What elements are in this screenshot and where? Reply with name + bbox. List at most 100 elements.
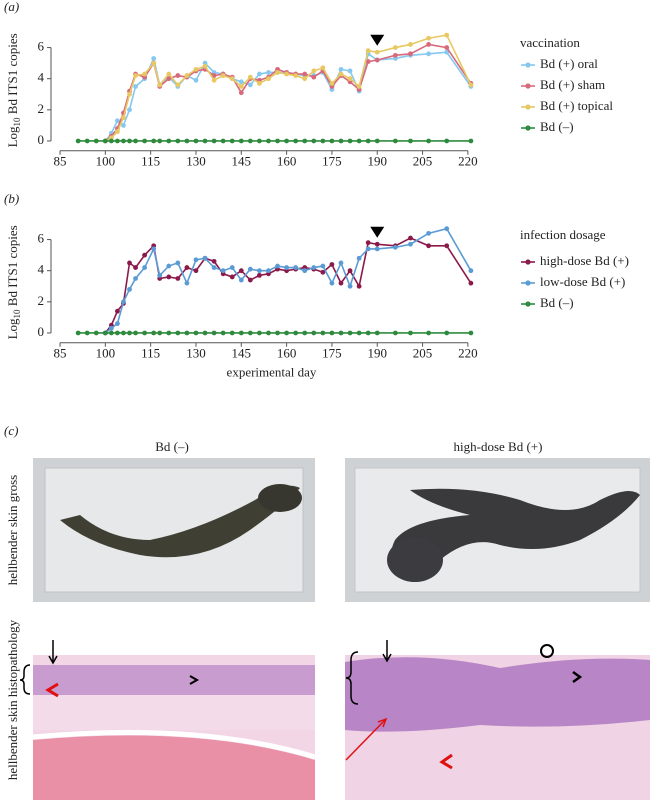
data-point (121, 115, 126, 121)
data-point (468, 330, 474, 336)
data-point (193, 66, 199, 72)
data-point (166, 71, 172, 77)
data-point (426, 35, 431, 41)
data-point (426, 51, 431, 57)
data-point (108, 330, 114, 336)
y-axis-label: Log10 Bd ITS1 copies (5, 225, 22, 339)
column-title: high-dose Bd (+) (454, 439, 543, 454)
data-point (329, 330, 335, 336)
x-tick-label: 100 (96, 154, 116, 169)
data-point (175, 82, 181, 88)
data-point (302, 330, 308, 336)
data-point (365, 59, 371, 64)
data-point (302, 138, 308, 144)
data-point (468, 138, 474, 144)
legend-label: Bd (+) topical (540, 98, 613, 113)
y-tick-label: 2 (38, 293, 45, 308)
data-point (193, 257, 199, 263)
data-point (202, 330, 208, 336)
data-point (142, 252, 148, 258)
data-point (311, 265, 317, 270)
data-point (284, 71, 290, 77)
data-point (127, 260, 132, 266)
y-axis-label-part: Log (5, 318, 20, 339)
annotation-marker (370, 34, 385, 46)
data-point (293, 138, 299, 144)
data-point (392, 330, 398, 336)
data-point (293, 265, 299, 270)
data-point (121, 138, 126, 144)
data-point (184, 138, 190, 144)
data-point (108, 325, 114, 331)
panel-label: (c) (4, 423, 18, 438)
data-point (229, 330, 235, 336)
data-point (408, 330, 413, 336)
data-point (211, 258, 217, 264)
data-point (175, 138, 181, 144)
x-tick-label: 100 (96, 346, 116, 361)
data-point (365, 48, 371, 54)
data-point (238, 84, 244, 89)
data-point (220, 73, 226, 78)
y-axis-label-sub: 10 (12, 309, 22, 319)
data-point (426, 138, 431, 144)
data-point (356, 255, 362, 261)
data-point (302, 71, 308, 77)
data-point (238, 90, 244, 96)
data-point (302, 76, 308, 82)
data-point (166, 330, 172, 336)
data-point (408, 138, 413, 144)
data-point (229, 265, 235, 270)
data-point (175, 276, 181, 281)
data-point (374, 138, 380, 144)
data-point (166, 76, 172, 82)
data-point (347, 76, 353, 82)
data-point (202, 138, 208, 144)
data-point (142, 265, 148, 270)
data-point (426, 230, 431, 236)
legend-swatch-dot (525, 259, 531, 265)
x-tick-label: 85 (54, 346, 67, 361)
data-point (127, 107, 132, 113)
data-point (329, 138, 335, 144)
data-point (142, 138, 148, 144)
data-point (266, 70, 271, 75)
data-point (127, 330, 132, 336)
data-point (115, 308, 120, 314)
data-point (257, 80, 262, 86)
data-point (166, 274, 172, 280)
x-tick-label: 160 (277, 346, 297, 361)
data-point (115, 129, 120, 135)
data-point (202, 255, 208, 261)
data-point (392, 52, 398, 58)
data-point (127, 138, 132, 144)
data-point (311, 74, 317, 80)
data-point (284, 330, 290, 336)
data-point (275, 263, 280, 269)
data-point (320, 138, 326, 144)
data-point (151, 60, 157, 66)
data-point (75, 330, 81, 336)
data-point (184, 280, 190, 286)
data-point (293, 73, 299, 78)
data-point (247, 138, 253, 144)
data-point (392, 244, 398, 250)
data-point (275, 330, 280, 336)
data-point (133, 73, 138, 78)
data-point (184, 330, 190, 336)
data-point (444, 138, 450, 144)
data-point (311, 330, 317, 336)
data-point (374, 57, 380, 63)
data-point (115, 321, 120, 327)
data-point (175, 73, 181, 78)
data-point (247, 330, 253, 336)
data-point (211, 73, 217, 78)
x-tick-label: 145 (232, 346, 252, 361)
data-point (102, 138, 108, 144)
data-point (93, 330, 99, 336)
data-point (211, 330, 217, 336)
data-point (320, 65, 326, 71)
data-point (257, 71, 262, 77)
data-point (408, 235, 413, 241)
y-axis-label-part: Log (5, 126, 20, 147)
